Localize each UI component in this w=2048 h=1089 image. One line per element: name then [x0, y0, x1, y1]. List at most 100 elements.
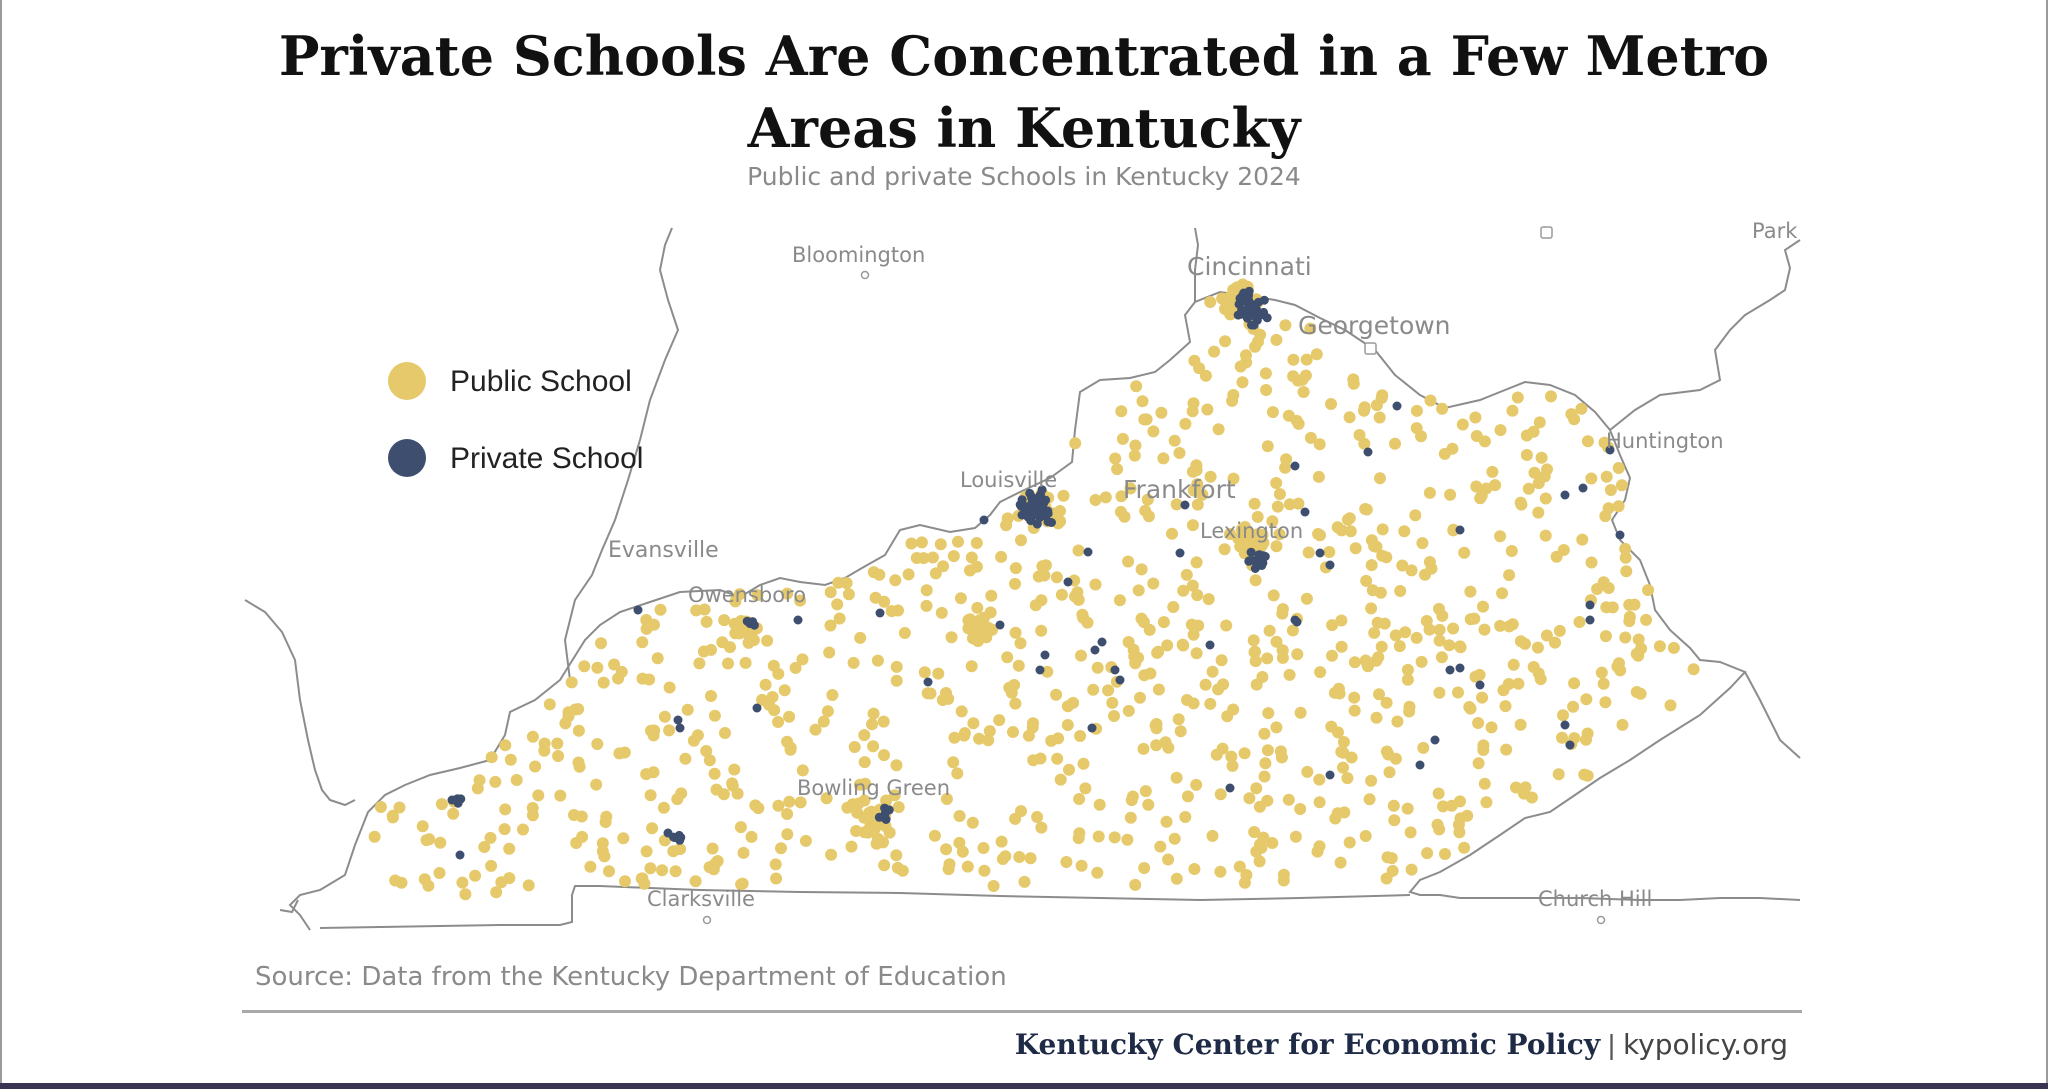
public-school-dot [1550, 550, 1563, 563]
public-school-dot [1190, 778, 1203, 791]
public-school-dot [1323, 546, 1336, 558]
public-school-dot [1447, 524, 1460, 537]
public-school-dot [1595, 666, 1608, 679]
private-school-dot [1475, 680, 1485, 690]
public-school-dot [1500, 743, 1513, 756]
public-school-dot [898, 627, 911, 639]
private-school-dot [1560, 490, 1570, 500]
public-school-dot [552, 750, 565, 762]
public-school-dot [1167, 601, 1180, 613]
public-school-dot [658, 710, 671, 723]
public-school-dot [920, 599, 933, 612]
public-school-dot [608, 658, 621, 671]
public-school-dot [1001, 651, 1014, 664]
public-school-dot [640, 614, 653, 626]
legend-private-swatch [388, 439, 426, 477]
public-school-dot [584, 860, 597, 873]
public-school-dot [1326, 649, 1338, 662]
public-school-dot [510, 774, 523, 786]
public-school-dot [1396, 559, 1409, 572]
public-school-dot [820, 792, 833, 805]
city-label-cincinnati: Cincinnati [1187, 252, 1312, 281]
city-label-frankfort: Frankfort [1123, 475, 1236, 504]
public-school-dot [693, 657, 706, 670]
public-school-dot [943, 858, 956, 871]
public-school-dot [1421, 847, 1434, 860]
public-school-dot [858, 756, 871, 769]
private-school-dot [1585, 600, 1595, 610]
public-school-dot [1391, 715, 1404, 728]
cincinnati-north-border [1194, 227, 1200, 302]
public-school-dot [858, 794, 871, 807]
public-school-dot [1510, 781, 1522, 794]
public-school-dot [1092, 830, 1105, 843]
public-school-dot [613, 747, 626, 760]
public-school-dot [1027, 754, 1040, 767]
public-school-dot [1294, 706, 1307, 719]
public-school-dot [759, 678, 772, 691]
public-school-dot [674, 843, 687, 855]
public-school-dot [1150, 739, 1163, 752]
public-school-dot [921, 687, 934, 700]
private-school-dot [1090, 645, 1100, 655]
public-school-dot [1313, 773, 1326, 786]
private-school-dot [1605, 445, 1615, 455]
private-school-dot [633, 605, 643, 615]
public-school-dot [1437, 800, 1449, 813]
public-school-dot [1447, 622, 1460, 635]
public-school-dot [591, 738, 604, 750]
public-school-dot [551, 737, 564, 750]
public-school-dot [1262, 707, 1275, 720]
clarksville-marker [702, 915, 712, 925]
public-school-dot [1539, 492, 1552, 505]
public-school-dot [982, 734, 995, 747]
public-school-dot [1474, 492, 1487, 505]
public-school-dot [1581, 435, 1594, 448]
public-school-dot [970, 537, 983, 549]
public-school-dot [1424, 394, 1437, 407]
public-school-dot [1300, 353, 1313, 366]
public-school-dot [1159, 736, 1172, 749]
public-school-dot [1238, 747, 1251, 760]
public-school-dot [1253, 800, 1266, 813]
public-school-dot [1478, 623, 1491, 636]
public-school-dot [1528, 466, 1541, 479]
public-school-dot [1009, 626, 1022, 639]
public-school-dot [1013, 851, 1026, 863]
city-label-huntington: Huntington [1606, 429, 1724, 453]
public-school-dot [1282, 793, 1295, 806]
public-school-dot [1051, 752, 1064, 765]
public-school-dot [1106, 696, 1119, 709]
public-school-dot [1439, 848, 1451, 860]
public-school-dot [1270, 477, 1283, 489]
public-school-dot [1249, 655, 1262, 668]
public-school-dot [1370, 711, 1383, 724]
public-school-dot [1539, 529, 1552, 542]
public-school-dot [1423, 556, 1436, 568]
public-school-dot [1435, 651, 1448, 664]
public-school-dot [1314, 666, 1327, 679]
public-school-dot [1578, 768, 1591, 781]
public-school-dot [1568, 677, 1581, 690]
public-school-dot [1615, 479, 1628, 492]
city-label-louisville: Louisville [960, 468, 1057, 492]
public-school-dot [1102, 684, 1115, 697]
public-school-dot [745, 830, 758, 843]
public-school-dot [1055, 588, 1068, 601]
public-school-dot [1236, 376, 1249, 389]
public-school-dot [1218, 543, 1231, 556]
public-school-dot [595, 637, 607, 650]
public-school-dot [478, 841, 491, 853]
public-school-dot [867, 566, 880, 579]
public-school-dot [1461, 809, 1474, 822]
public-school-dot [970, 560, 983, 573]
public-school-dot [747, 634, 760, 647]
public-school-dot [1243, 792, 1256, 805]
public-school-dot [1612, 500, 1625, 513]
public-school-dot [824, 586, 837, 599]
public-school-dot [1292, 497, 1305, 510]
public-school-dot [958, 727, 971, 740]
private-school-dot [1205, 640, 1215, 650]
public-school-dot [1031, 811, 1044, 823]
public-school-dot [1108, 710, 1120, 722]
